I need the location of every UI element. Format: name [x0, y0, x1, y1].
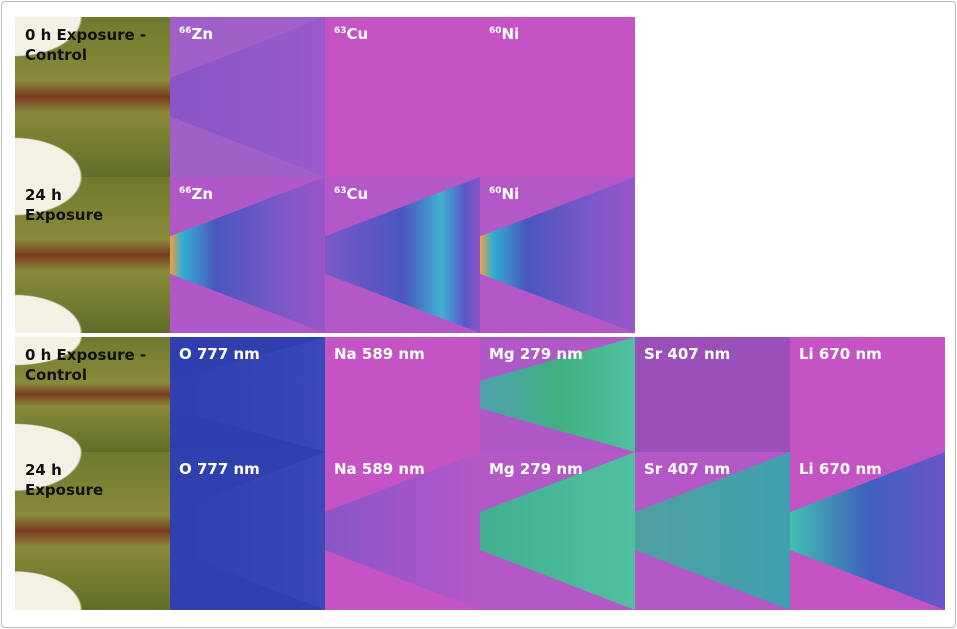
element-map: O 777 nm — [170, 337, 325, 452]
element-label: Mg 279 nm — [489, 460, 583, 478]
element-label: Sr 407 nm — [644, 345, 731, 363]
element-map: 60Ni — [480, 17, 635, 177]
element-label: Li 670 nm — [799, 460, 882, 478]
element-map: O 777 nm — [170, 452, 325, 610]
element-label: Na 589 nm — [334, 345, 425, 363]
isotope-mass: 63 — [334, 26, 347, 36]
isotope-mass: 66 — [179, 26, 192, 36]
element-map: Mg 279 nm — [480, 337, 635, 452]
element-label: Mg 279 nm — [489, 345, 583, 363]
element-label: Na 589 nm — [334, 460, 425, 478]
element-label: 63Cu — [334, 185, 368, 203]
leaf-photo: 0 h Exposure - Control — [15, 337, 170, 452]
element-label: 66Zn — [179, 185, 213, 203]
element-label: Sr 407 nm — [644, 460, 731, 478]
element-symbol: Ni — [501, 185, 520, 203]
row-label: 0 h Exposure - Control — [25, 26, 147, 64]
isotope-mass: 60 — [489, 186, 502, 196]
isotope-mass: 66 — [179, 186, 192, 196]
element-label: Li 670 nm — [799, 345, 882, 363]
element-map: Na 589 nm — [325, 337, 480, 452]
leaf-photo: 24 h Exposure — [15, 177, 170, 333]
isotope-mass: 60 — [489, 26, 502, 36]
element-map: Mg 279 nm — [480, 452, 635, 610]
element-map: 66Zn — [170, 177, 325, 333]
element-map: 63Cu — [325, 17, 480, 177]
leaf-photo: 0 h Exposure - Control — [15, 17, 170, 177]
element-map: Sr 407 nm — [635, 452, 790, 610]
element-symbol: Ni — [501, 25, 520, 43]
row-label: 24 h Exposure — [25, 186, 104, 224]
row-label: 0 h Exposure - Control — [25, 346, 147, 384]
element-label: O 777 nm — [179, 460, 260, 478]
element-map: 66Zn — [170, 17, 325, 177]
element-label: 60Ni — [489, 185, 519, 203]
row-label: 24 h Exposure — [25, 461, 104, 499]
element-map: Li 670 nm — [790, 337, 945, 452]
element-label: 60Ni — [489, 25, 519, 43]
isotope-mass: 63 — [334, 186, 347, 196]
element-map: Sr 407 nm — [635, 337, 790, 452]
element-symbol: Zn — [191, 185, 214, 203]
element-map: 63Cu — [325, 177, 480, 333]
element-symbol: Cu — [346, 25, 369, 43]
element-map: 60Ni — [480, 177, 635, 333]
element-label: 66Zn — [179, 25, 213, 43]
element-map: Li 670 nm — [790, 452, 945, 610]
element-label: O 777 nm — [179, 345, 260, 363]
element-symbol: Cu — [346, 185, 369, 203]
element-label: 63Cu — [334, 25, 368, 43]
element-symbol: Zn — [191, 25, 214, 43]
element-map: Na 589 nm — [325, 452, 480, 610]
leaf-photo: 24 h Exposure — [15, 452, 170, 610]
